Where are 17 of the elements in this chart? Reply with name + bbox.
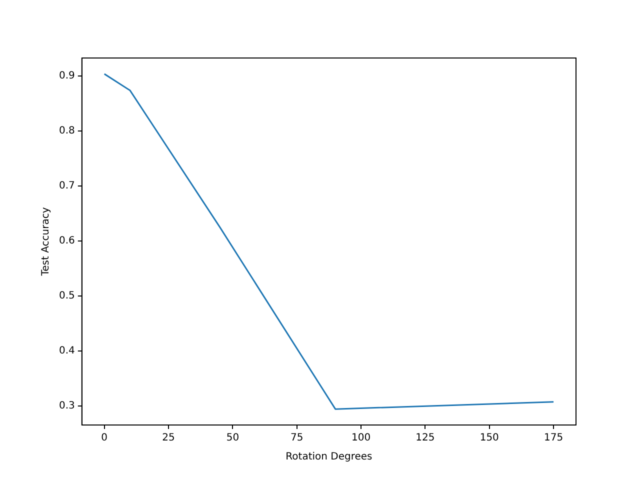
y-tick-label: 0.4 <box>58 345 75 356</box>
x-tick-label: 0 <box>101 432 108 444</box>
y-tick-label: 0.8 <box>58 126 75 137</box>
y-tick-label: 0.9 <box>58 70 75 82</box>
y-axis-title: Test Accuracy <box>40 207 52 277</box>
y-tick-label: 0.6 <box>58 236 75 247</box>
x-tick-label: 150 <box>480 432 499 444</box>
y-tick-label: 0.3 <box>58 400 75 412</box>
x-tick-label: 125 <box>416 432 435 444</box>
y-tick-label: 0.5 <box>58 290 75 302</box>
y-tick-label: 0.7 <box>58 180 75 192</box>
x-tick-label: 25 <box>162 432 175 444</box>
x-tick-label: 75 <box>290 432 304 444</box>
x-tick-label: 175 <box>544 432 564 444</box>
x-tick-label: 100 <box>351 432 371 444</box>
x-tick-label: 50 <box>226 432 240 444</box>
x-axis-title: Rotation Degrees <box>286 452 372 463</box>
